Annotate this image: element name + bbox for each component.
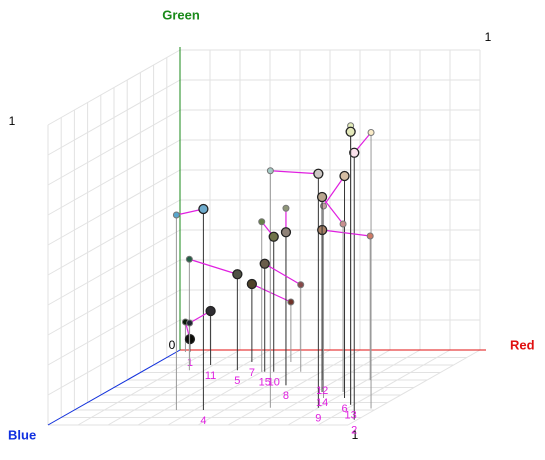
point-small bbox=[186, 319, 194, 327]
point-small bbox=[339, 220, 347, 228]
pair-link bbox=[270, 170, 319, 175]
point-large bbox=[349, 147, 360, 158]
grid-line bbox=[47, 109, 181, 186]
x-axis-title: Red bbox=[510, 337, 535, 352]
point-large bbox=[316, 191, 328, 203]
point-large bbox=[345, 126, 356, 137]
point-label: 14 bbox=[316, 397, 328, 409]
y-axis-title: Green bbox=[162, 7, 200, 22]
point-large bbox=[268, 231, 279, 242]
grid-line bbox=[47, 49, 181, 126]
grid-line bbox=[47, 139, 181, 216]
origin-label: 0 bbox=[169, 338, 176, 352]
y-max-label: 1 bbox=[9, 114, 16, 128]
pair-link bbox=[189, 258, 238, 275]
point-large bbox=[259, 258, 270, 269]
pair-link bbox=[323, 175, 346, 207]
grid bbox=[47, 47, 486, 426]
point-label: 6 bbox=[341, 403, 347, 415]
point-small bbox=[282, 204, 290, 212]
point-large bbox=[198, 203, 209, 215]
point-label: 8 bbox=[283, 390, 289, 402]
point-small bbox=[172, 211, 180, 219]
point-small bbox=[185, 255, 193, 263]
pair-link bbox=[251, 283, 292, 303]
point-small bbox=[366, 232, 374, 240]
point-label: 11 bbox=[205, 370, 216, 382]
grid-line bbox=[227, 349, 361, 426]
z-axis-title: Blue bbox=[8, 427, 36, 442]
point-large bbox=[280, 227, 292, 238]
point-label: 4 bbox=[200, 415, 206, 427]
point-small bbox=[367, 129, 375, 136]
z-axis bbox=[47, 349, 181, 426]
point-label: 2 bbox=[351, 425, 357, 437]
point-label: 13 bbox=[345, 410, 357, 422]
point-small bbox=[266, 167, 274, 175]
pair-link bbox=[321, 196, 344, 225]
pair-link bbox=[322, 229, 371, 237]
point-large bbox=[246, 278, 258, 290]
point-small bbox=[297, 281, 305, 289]
grid-line bbox=[47, 169, 181, 246]
point-small bbox=[258, 218, 266, 226]
point-label: 10 bbox=[268, 377, 280, 389]
point-large bbox=[232, 269, 243, 280]
point-large bbox=[313, 168, 324, 179]
grid-line bbox=[47, 79, 181, 156]
point-label: 9 bbox=[315, 413, 321, 425]
grid-line bbox=[317, 349, 451, 426]
x-max-label: 1 bbox=[485, 30, 492, 44]
point-label: 5 bbox=[234, 375, 240, 387]
point-small bbox=[287, 298, 295, 306]
point-large bbox=[205, 305, 216, 317]
point-label: 7 bbox=[249, 367, 255, 379]
point-label: 15 bbox=[259, 377, 271, 389]
point-small bbox=[320, 202, 328, 210]
point-large bbox=[339, 170, 350, 182]
grid-line bbox=[347, 349, 481, 426]
z-max-label: 1 bbox=[352, 428, 359, 442]
pair-link bbox=[264, 263, 302, 286]
